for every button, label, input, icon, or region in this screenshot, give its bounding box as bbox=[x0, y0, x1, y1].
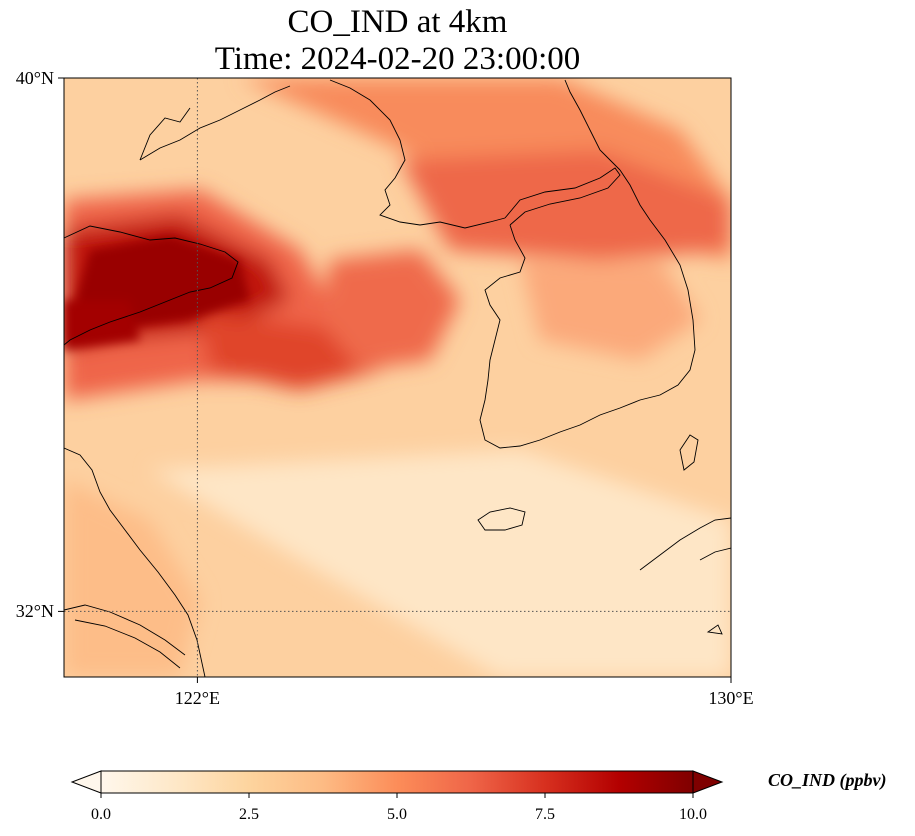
colorbar-tick-label: 5.0 bbox=[387, 806, 407, 823]
island-jeju bbox=[477, 507, 526, 531]
coastline-china-east bbox=[64, 447, 206, 677]
coastline-korean-peninsula bbox=[479, 169, 696, 449]
colorbar-title: CO_IND (ppbv) bbox=[768, 770, 887, 790]
coastline-kyushu-west bbox=[699, 547, 731, 561]
island-tsushima bbox=[679, 434, 699, 471]
x-tick-label: 130°E bbox=[708, 688, 753, 708]
chart-subtitle: Time: 2024-02-20 23:00:00 bbox=[214, 41, 581, 77]
colorbar-tick-label: 2.5 bbox=[239, 806, 259, 823]
colorbar-tick-label: 7.5 bbox=[535, 806, 555, 823]
colorbar-tick-label: 10.0 bbox=[679, 806, 707, 823]
plume-north-core bbox=[400, 150, 731, 260]
coastline-yangtze-south bbox=[74, 619, 181, 669]
colorbar-extend-min bbox=[70, 770, 102, 794]
y-tick-label: 40°N bbox=[16, 68, 54, 88]
coastline-liaodong-east bbox=[329, 79, 506, 229]
coastline-liaodong-west bbox=[139, 107, 191, 161]
plume-central bbox=[320, 250, 460, 370]
coastlines bbox=[64, 79, 731, 677]
coastline-bohai-west bbox=[139, 85, 291, 161]
y-tick-label: 32°N bbox=[16, 601, 54, 621]
gridlines bbox=[64, 78, 731, 677]
coastline-kyushu bbox=[639, 517, 731, 571]
island-small bbox=[706, 624, 723, 635]
colorbar-ticks: 0.0 2.5 5.0 7.5 10.0 bbox=[91, 793, 707, 823]
plume-peninsula bbox=[520, 260, 700, 360]
colorbar-bar bbox=[100, 770, 694, 794]
axis-ticks bbox=[58, 77, 732, 683]
plume-light-south bbox=[150, 450, 731, 677]
colorbar-extend-max bbox=[692, 770, 724, 794]
plume-southwest-coast bbox=[64, 480, 200, 677]
colorbar-tick-label: 0.0 bbox=[91, 806, 111, 823]
coastline-shandong bbox=[64, 225, 239, 346]
map-frame bbox=[63, 77, 732, 678]
chart-title: CO_IND at 4km bbox=[287, 4, 508, 40]
coastline-yalu-river bbox=[504, 167, 621, 226]
colorbar: 0.0 2.5 5.0 7.5 10.0 bbox=[70, 770, 724, 823]
concentration-field bbox=[64, 78, 731, 677]
coastline-yangtze-north bbox=[64, 604, 186, 656]
coastline-korea-northeast bbox=[564, 79, 621, 171]
x-tick-label: 122°E bbox=[175, 688, 220, 708]
